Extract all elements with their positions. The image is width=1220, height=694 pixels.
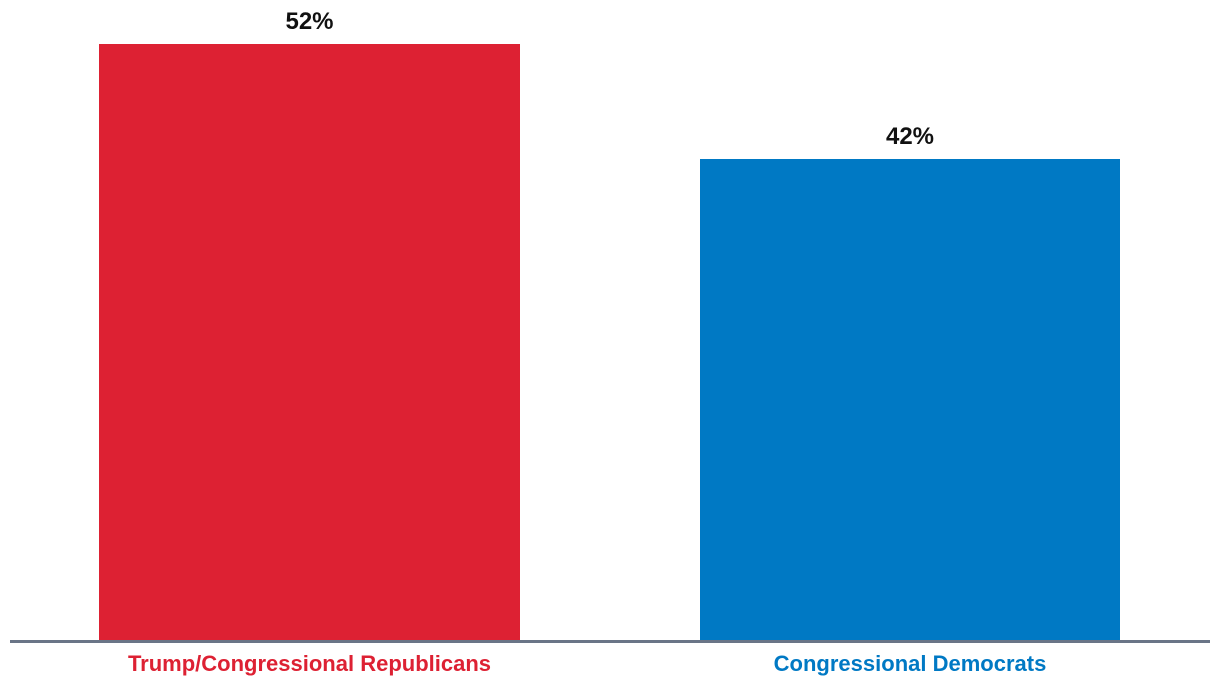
category-label-democrats: Congressional Democrats (773, 651, 1047, 676)
bar-democrats (700, 159, 1120, 641)
category-label-republicans: Trump/Congressional Republicans (127, 651, 492, 676)
bar-republicans (99, 44, 520, 641)
value-label-democrats: 42% (885, 123, 935, 150)
x-axis-baseline (10, 640, 1210, 643)
value-label-republicans: 52% (285, 8, 334, 35)
